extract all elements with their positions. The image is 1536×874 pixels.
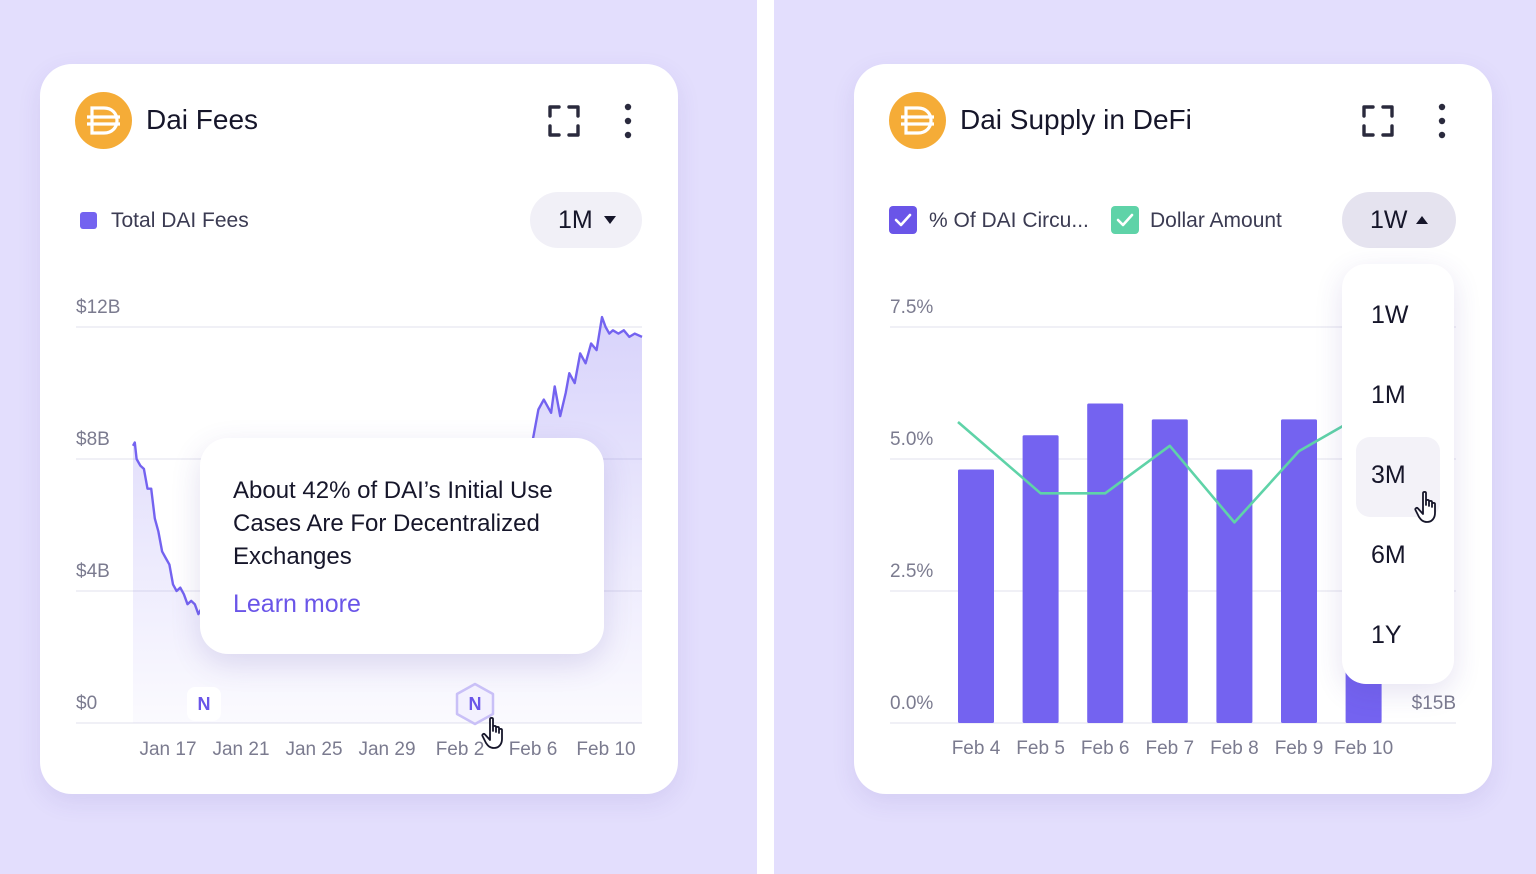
x-axis-tick-label: Feb 10 — [576, 739, 635, 760]
dropdown-option-label: 6M — [1371, 541, 1406, 569]
check-icon — [894, 213, 912, 227]
hand-pointer-icon — [481, 716, 503, 749]
caret-up-icon — [1416, 216, 1428, 224]
x-axis-tick-label: Feb 10 — [1334, 738, 1393, 759]
y-axis-tick-label: 7.5% — [890, 297, 933, 318]
bar — [1216, 469, 1253, 723]
dai-supply-card: Dai Supply in DeFi % Of DAI Circu... Dol… — [854, 64, 1492, 794]
dropdown-option-1y[interactable]: 1Y — [1356, 597, 1440, 677]
x-axis-tick-label: Jan 25 — [285, 739, 342, 760]
dai-logo-icon — [889, 92, 946, 149]
expand-icon[interactable] — [547, 104, 581, 138]
bar — [1281, 419, 1317, 723]
legend-label[interactable]: Total DAI Fees — [111, 209, 249, 232]
y-axis-tick-label: $0 — [76, 693, 97, 714]
caret-down-icon — [604, 216, 616, 224]
hand-pointer-icon — [1414, 490, 1436, 523]
range-selector-button[interactable]: 1M — [530, 192, 642, 248]
tooltip-text: About 42% of DAI’s Initial Use Cases Are… — [233, 477, 553, 570]
news-marker-shape — [187, 687, 221, 721]
x-axis-tick-label: Feb 2 — [436, 739, 485, 760]
expand-icon[interactable] — [1361, 104, 1395, 138]
bar — [1022, 435, 1059, 723]
news-tooltip: About 42% of DAI’s Initial Use Cases Are… — [200, 438, 604, 654]
x-axis-tick-label: Feb 4 — [952, 738, 1001, 759]
dropdown-option-6m[interactable]: 6M — [1356, 517, 1440, 597]
learn-more-link[interactable]: Learn more — [233, 590, 361, 618]
y-axis-tick-label: 0.0% — [890, 693, 933, 714]
dollar-series-checkbox[interactable] — [1111, 206, 1139, 234]
percent-series-checkbox[interactable] — [889, 206, 917, 234]
bar — [1087, 403, 1124, 723]
dropdown-option-label: 1Y — [1371, 621, 1402, 649]
dropdown-option-label: 1W — [1371, 301, 1409, 329]
legend-swatch — [80, 212, 97, 229]
y-axis-tick-label: 5.0% — [890, 429, 933, 450]
y-axis-tick-label: 2.5% — [890, 561, 933, 582]
dropdown-option-label: 1M — [1371, 381, 1406, 409]
range-dropdown-menu: 1W 1M 3M 6M 1Y — [1342, 264, 1454, 684]
x-axis-tick-label: Feb 5 — [1016, 738, 1065, 759]
more-vertical-icon[interactable] — [1436, 102, 1448, 140]
news-marker-label: N — [468, 694, 482, 714]
card-title: Dai Fees — [146, 104, 259, 135]
news-marker[interactable]: N — [186, 686, 222, 722]
x-axis-tick-label: Jan 29 — [358, 739, 415, 760]
x-axis-tick-label: Feb 7 — [1146, 738, 1195, 759]
news-marker-active[interactable]: N — [454, 682, 496, 726]
x-axis-tick-label: Jan 21 — [212, 739, 269, 760]
more-vertical-icon[interactable] — [622, 102, 634, 140]
y-axis-tick-label: $12B — [76, 297, 120, 318]
bar — [958, 469, 994, 723]
x-axis-tick-label: Jan 17 — [139, 739, 196, 760]
x-axis-tick-label: Feb 9 — [1275, 738, 1324, 759]
legend-label-dollar[interactable]: Dollar Amount — [1150, 209, 1282, 232]
check-icon — [1116, 213, 1134, 227]
dai-fees-card: Dai Fees Total DAI Fees 1M $12B $8B $4B $0 … — [40, 64, 678, 794]
range-label: 1W — [1370, 206, 1408, 234]
x-axis-tick-label: Feb 6 — [509, 739, 558, 760]
hexagon-marker-shape — [455, 682, 495, 726]
dai-logo-icon — [75, 92, 132, 149]
dropdown-option-1w[interactable]: 1W — [1356, 277, 1440, 357]
dropdown-option-label: 3M — [1371, 461, 1406, 489]
x-axis-tick-label: Feb 6 — [1081, 738, 1130, 759]
y-axis-tick-label: $4B — [76, 561, 110, 582]
range-label: 1M — [558, 206, 593, 234]
card-title: Dai Supply in DeFi — [960, 104, 1192, 135]
fees-area-chart: $12B $8B $4B $0 Jan 17 Jan 21 Jan 25 Jan 29 Feb… — [76, 297, 643, 760]
x-axis-tick-label: Feb 8 — [1210, 738, 1259, 759]
dollar-amount-line — [957, 412, 1365, 524]
bar — [1151, 419, 1188, 723]
range-selector-button[interactable]: 1W — [1342, 192, 1456, 248]
y-axis-tick-label: $8B — [76, 429, 110, 450]
legend-label-percent[interactable]: % Of DAI Circu... — [929, 209, 1089, 232]
right-axis-tick-label: $15B — [1412, 693, 1456, 714]
news-marker-label: N — [197, 694, 211, 714]
dropdown-option-1m[interactable]: 1M — [1356, 357, 1440, 437]
